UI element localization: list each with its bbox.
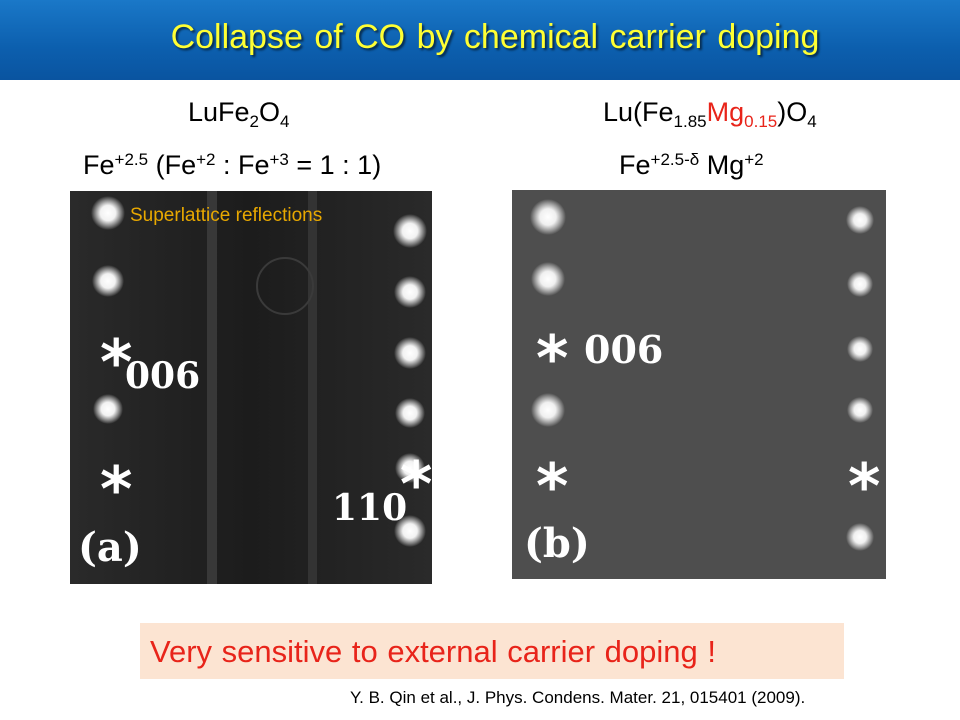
superlattice-star-marker: *: [100, 453, 132, 526]
superlattice-star-marker: *: [400, 448, 432, 521]
title-banner: [0, 0, 960, 80]
diffraction-spot: [394, 337, 426, 369]
panel-label-b: (b): [524, 520, 590, 567]
streak-line: [308, 191, 317, 584]
superlattice-star-marker: *: [100, 326, 132, 399]
left-compound-formula: LuFe2O4: [188, 97, 290, 131]
superlattice-star-marker: *: [536, 450, 568, 523]
diffraction-spot: [394, 276, 426, 308]
conclusion-text: Very sensitive to external carrier dopin…: [150, 634, 716, 669]
diffraction-spot: [847, 336, 873, 362]
citation: Y. B. Qin et al., J. Phys. Condens. Mate…: [350, 688, 806, 707]
conclusion-box: [140, 623, 844, 679]
diffraction-spot: [846, 523, 874, 551]
superlattice-star-marker: *: [848, 450, 880, 523]
index-label-006: 006: [584, 327, 663, 372]
superlattice-star-marker: *: [536, 322, 568, 395]
streak-line: [207, 191, 217, 584]
diffraction-spot: [395, 398, 425, 428]
diffraction-image-a: * * * 006 110 (a): [70, 191, 432, 584]
index-label-006: 006: [125, 355, 200, 397]
diffraction-spot: [393, 214, 427, 248]
diffraction-spot: [847, 397, 873, 423]
diffraction-spot: [530, 199, 566, 235]
slide-title: Collapse of CO by chemical carrier dopin…: [170, 18, 820, 56]
superlattice-reflections-label: Superlattice reflections: [130, 205, 323, 226]
diffraction-spot: [847, 271, 873, 297]
index-label-110: 110: [332, 487, 407, 529]
diffraction-spot: [846, 206, 874, 234]
diffraction-spot: [92, 265, 124, 297]
diffraction-image-b: * * * 006 (b): [512, 190, 886, 579]
left-valence-formula: Fe+2.5 (Fe+2 : Fe+3 = 1 : 1): [83, 150, 382, 180]
diffraction-spot: [395, 453, 425, 483]
diffraction-spot: [394, 515, 426, 547]
diffraction-spot: [531, 393, 565, 427]
right-compound-formula: Lu(Fe1.85Mg0.15)O4: [603, 97, 817, 131]
diffraction-spot: [531, 262, 565, 296]
diffraction-spot: [93, 394, 123, 424]
diffraction-spot: [91, 196, 125, 230]
panel-label-a: (a): [78, 524, 142, 571]
right-valence-formula: Fe+2.5-δ Mg+2: [619, 150, 764, 180]
ring-artifact: [256, 257, 314, 315]
